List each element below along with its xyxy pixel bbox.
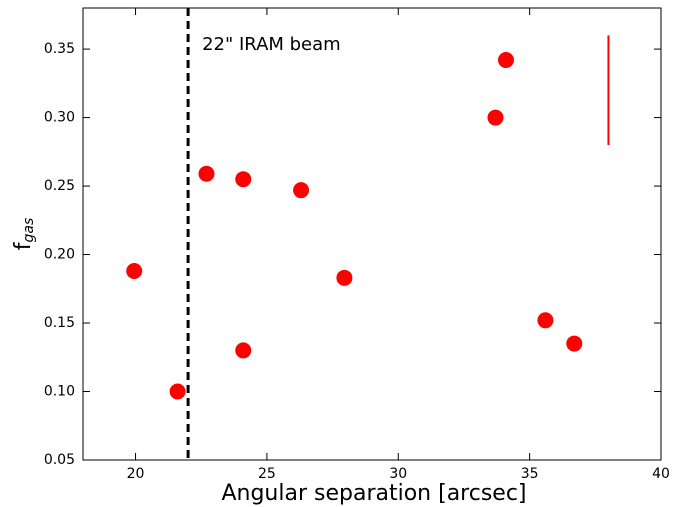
x-tick-label: 35 xyxy=(521,466,539,482)
y-axis-label-sub: gas xyxy=(21,218,37,243)
point xyxy=(169,383,186,400)
point xyxy=(198,165,215,182)
x-tick-label: 20 xyxy=(127,466,145,482)
point xyxy=(497,52,514,69)
point xyxy=(336,269,353,286)
y-tick-label: 0.25 xyxy=(44,178,75,194)
x-axis-label: Angular separation [arcsec] xyxy=(221,481,526,506)
point xyxy=(293,182,310,199)
y-axis-label: fgas xyxy=(11,218,37,251)
x-tick-label: 30 xyxy=(389,466,407,482)
point xyxy=(487,109,504,126)
point xyxy=(566,335,583,352)
y-axis-label-main: f xyxy=(11,241,36,250)
beam-label: 22" IRAM beam xyxy=(202,34,341,55)
point xyxy=(235,342,252,359)
y-tick-label: 0.10 xyxy=(44,384,75,400)
plot-frame xyxy=(82,7,662,461)
point xyxy=(235,171,252,188)
y-tick-label: 0.35 xyxy=(44,41,75,57)
x-tick-label: 25 xyxy=(258,466,276,482)
y-tick-label: 0.30 xyxy=(44,110,75,126)
y-tick-label: 0.15 xyxy=(44,315,75,331)
point xyxy=(126,262,143,279)
y-tick-label: 0.05 xyxy=(44,452,75,468)
x-tick-label: 40 xyxy=(652,466,670,482)
y-tick-label: 0.20 xyxy=(44,247,75,263)
point xyxy=(537,312,554,329)
